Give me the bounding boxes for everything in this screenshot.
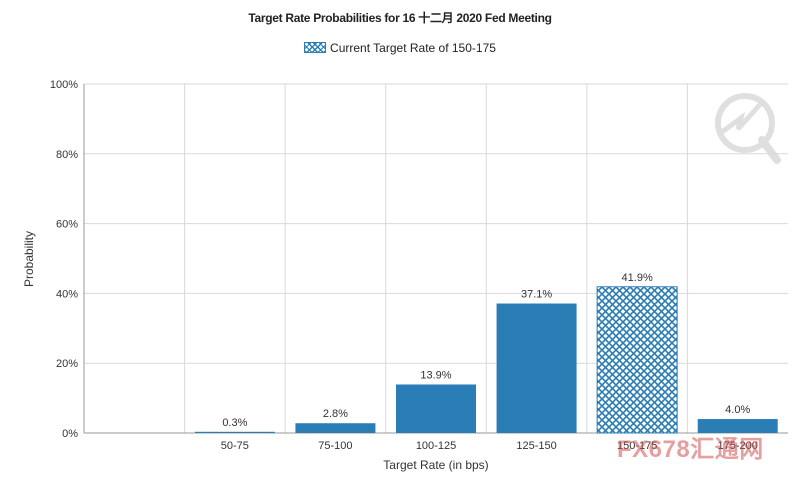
- x-axis-title: Target Rate (in bps): [383, 458, 488, 472]
- x-tick-label: 150-175: [617, 440, 657, 452]
- x-tick-label: 100-125: [416, 440, 456, 452]
- data-label: 37.1%: [521, 289, 552, 301]
- y-tick-label: 60%: [56, 219, 78, 231]
- legend-label: Current Target Rate of 150-175: [330, 41, 496, 55]
- data-label: 13.9%: [420, 369, 451, 381]
- watermark-logo: [715, 93, 781, 164]
- x-tick-label: 125-150: [516, 440, 556, 452]
- watermark-text: FX678汇通网: [617, 436, 764, 463]
- x-tick-label: 75-100: [318, 440, 352, 452]
- x-tick-label: 50-75: [221, 440, 249, 452]
- chart-title: Target Rate Probabilities for 16 十二月 202…: [248, 11, 552, 25]
- y-axis-title: Probability: [22, 231, 36, 287]
- y-tick-label: 100%: [50, 79, 78, 91]
- bar-100-125: [396, 384, 476, 433]
- y-tick-label: 20%: [56, 358, 78, 370]
- y-tick-label: 40%: [56, 288, 78, 300]
- bar-150-175: [596, 286, 678, 434]
- y-tick-label: 0%: [62, 428, 78, 440]
- bar-75-100: [295, 423, 376, 433]
- legend-swatch-hatched: [304, 42, 327, 53]
- data-label: 0.3%: [222, 417, 247, 429]
- data-label: 2.8%: [323, 408, 348, 420]
- data-label: 41.9%: [622, 272, 653, 284]
- legend: Current Target Rate of 150-175: [0, 41, 800, 55]
- x-tick-label: 175-200: [718, 440, 758, 452]
- bar-50-75: [194, 431, 275, 433]
- bar-125-150: [496, 303, 577, 433]
- bar-175-200: [697, 419, 778, 433]
- y-tick-label: 80%: [56, 149, 78, 161]
- data-label: 4.0%: [725, 404, 750, 416]
